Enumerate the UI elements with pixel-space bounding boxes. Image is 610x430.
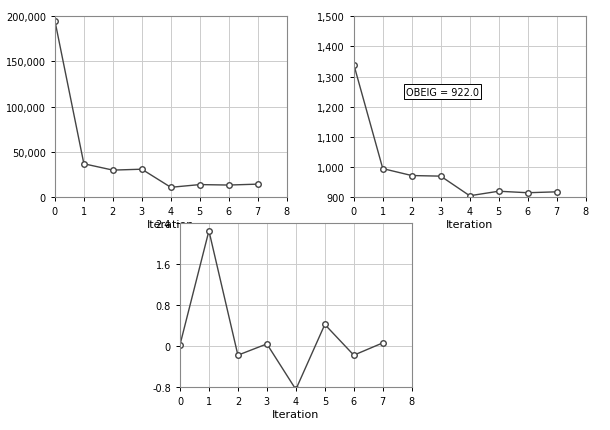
- X-axis label: Iteration: Iteration: [272, 409, 320, 419]
- Text: OBEIG = 922.0: OBEIG = 922.0: [406, 87, 479, 98]
- X-axis label: Iteration: Iteration: [147, 220, 195, 230]
- X-axis label: Iteration: Iteration: [446, 220, 493, 230]
